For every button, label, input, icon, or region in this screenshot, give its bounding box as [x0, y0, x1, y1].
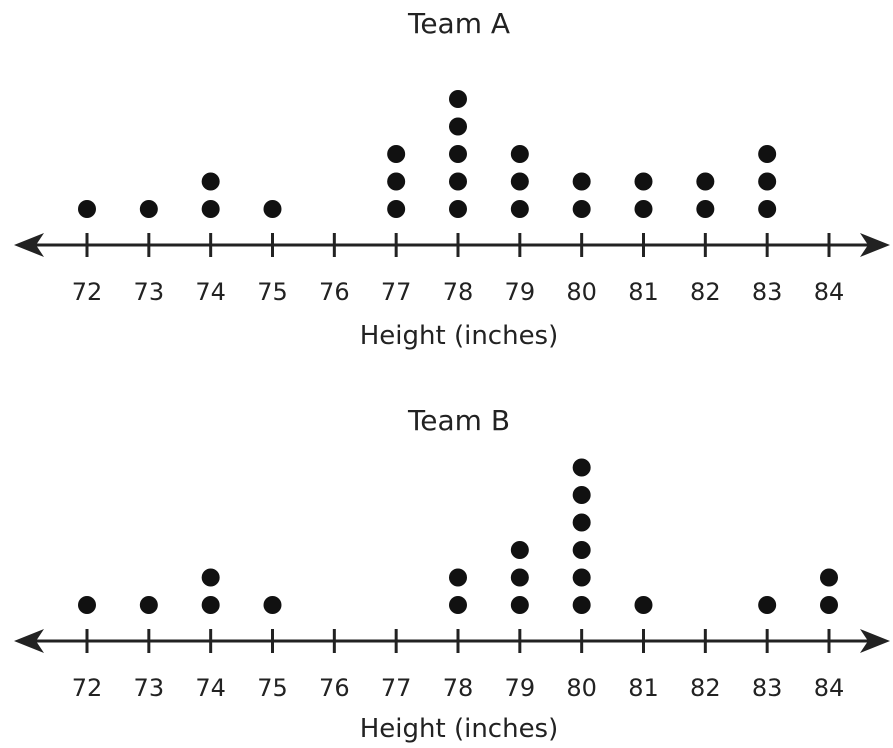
data-dot	[201, 172, 220, 191]
tick-label: 76	[319, 278, 350, 306]
tick-label: 81	[628, 674, 659, 702]
tick-label: 81	[628, 278, 659, 306]
tick-label: 75	[257, 674, 288, 702]
data-dot	[449, 200, 467, 218]
data-dot	[139, 596, 158, 614]
data-dot	[387, 200, 406, 218]
tick-label: 82	[690, 674, 721, 702]
x-axis-label: Height (inches)	[360, 321, 559, 351]
tick-label: 82	[690, 278, 721, 306]
data-dot	[78, 200, 96, 218]
data-dot	[510, 568, 529, 587]
tick-label: 76	[319, 674, 350, 702]
data-dot	[201, 568, 220, 587]
tick-label: 78	[443, 278, 474, 306]
tick-label: 83	[752, 674, 783, 702]
data-dot	[572, 568, 591, 587]
data-dot	[758, 596, 777, 614]
x-axis-label: Height (inches)	[360, 714, 559, 744]
data-dot	[510, 596, 529, 614]
chart-title: Team B	[407, 404, 510, 437]
tick-label: 80	[566, 674, 597, 702]
data-dot	[572, 486, 591, 504]
data-dot	[572, 200, 591, 218]
data-dot	[634, 200, 653, 218]
data-dot	[510, 145, 529, 163]
right-arrow-icon	[860, 629, 890, 653]
data-dot	[263, 596, 282, 614]
left-arrow-icon	[14, 233, 44, 257]
right-arrow-icon	[860, 233, 890, 257]
data-dot	[449, 145, 467, 163]
data-dot	[387, 172, 406, 191]
data-dot	[820, 568, 838, 587]
dot-plot-1: Team A 72 73 74 75 76 77 78 79 80 81 82 83 84 Height (…	[14, 7, 890, 351]
tick-label: 83	[752, 278, 783, 306]
tick-label: 73	[134, 674, 165, 702]
data-dot	[758, 145, 777, 163]
tick-label: 77	[381, 278, 412, 306]
data-dot	[449, 596, 467, 614]
tick-label: 77	[381, 674, 412, 702]
chart-title: Team A	[407, 7, 510, 40]
data-dot	[758, 200, 777, 218]
data-dot	[139, 200, 158, 218]
data-dot	[572, 513, 591, 532]
data-dot	[696, 200, 715, 218]
data-dot	[78, 596, 96, 614]
data-dot	[820, 596, 838, 614]
data-dot	[510, 200, 529, 218]
tick-label: 84	[814, 278, 845, 306]
data-dot	[572, 541, 591, 559]
data-dot	[263, 200, 282, 218]
data-dot	[510, 541, 529, 559]
left-arrow-icon	[14, 629, 44, 653]
tick-label: 78	[443, 674, 474, 702]
data-dot	[449, 90, 467, 108]
data-dot	[201, 596, 220, 614]
data-dot	[696, 172, 715, 191]
tick-label: 74	[195, 674, 226, 702]
data-dot	[510, 172, 529, 191]
data-dot	[449, 568, 467, 587]
dot-plot-2: Team B 72 73 74 75 76 77 78 79 80 81 82 83 84 Height (…	[14, 404, 890, 744]
tick-label: 73	[134, 278, 165, 306]
tick-label: 80	[566, 278, 597, 306]
tick-label: 84	[814, 674, 845, 702]
tick-label: 75	[257, 278, 288, 306]
tick-label: 79	[505, 674, 536, 702]
tick-label: 74	[195, 278, 226, 306]
data-dot	[758, 172, 777, 191]
data-dot	[449, 172, 467, 191]
data-dot	[572, 596, 591, 614]
data-dot	[572, 172, 591, 191]
tick-label: 79	[505, 278, 536, 306]
data-dot	[634, 596, 653, 614]
tick-label: 72	[72, 674, 103, 702]
data-dot	[572, 458, 591, 477]
data-dot	[201, 200, 220, 218]
tick-label: 72	[72, 278, 103, 306]
data-dot	[387, 145, 406, 163]
data-dot	[634, 172, 653, 191]
data-dot	[449, 117, 467, 136]
